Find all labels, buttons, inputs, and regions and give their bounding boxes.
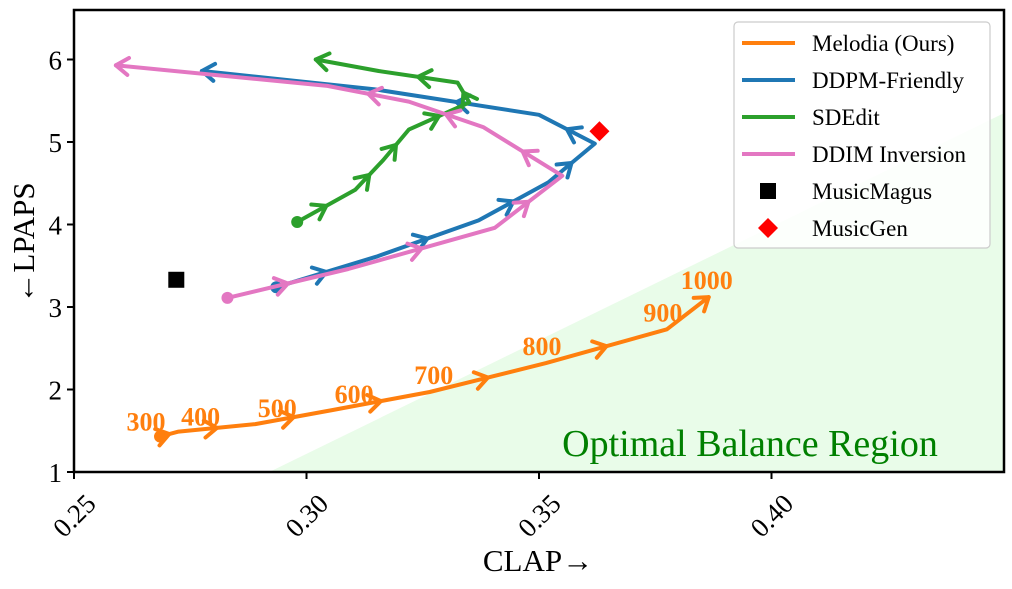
series-ddim-inversion [113,56,565,304]
step-label-600: 600 [335,380,374,409]
legend-label-melodia-ours: Melodia (Ours) [812,31,954,56]
legend-marker-musicmagus [760,183,776,199]
legend-box [733,21,991,249]
arrowhead-ddim-inversion [444,108,463,129]
arrowhead-sdedit [460,90,479,110]
arrowhead-ddim-inversion [405,241,424,262]
legend-label-ddpm-friendly: DDPM-Friendly [812,68,965,93]
step-label-800: 800 [523,332,562,361]
arrowhead-melodia-ours [590,339,609,360]
arrowhead-sdedit [416,68,434,89]
step-label-300: 300 [127,408,166,437]
series-melodia-ours [153,295,711,448]
legend-label-musicmagus: MusicMagus [812,179,932,204]
point-musicmagus [168,271,185,288]
step-label-500: 500 [258,394,297,423]
arrowhead-ddim-inversion [113,56,131,77]
legend-label-ddim-inversion: DDIM Inversion [812,142,966,167]
legend-label-musicgen: MusicGen [812,216,908,241]
step-label-900: 900 [643,298,682,327]
arrowhead-ddim-inversion [520,148,540,168]
series-musicgen [589,121,610,142]
arrowhead-ddpm-friendly [554,161,574,180]
arrowhead-sdedit [309,202,329,222]
arrowhead-melodia-ours [691,295,711,314]
y-tick-label: 5 [49,128,63,158]
arrowhead-melodia-ours [471,370,490,391]
arrowhead-ddpm-friendly [309,265,329,286]
x-axis-title: CLAP→ [483,543,593,578]
y-axis-title: ←LPAPS [6,182,41,303]
arrowhead-ddim-inversion [511,199,531,219]
step-label-700: 700 [414,361,453,390]
y-tick-label: 2 [49,376,63,406]
arrowhead-ddim-inversion [271,276,290,297]
y-tick-label: 3 [49,293,63,323]
legend-marker-musicgen [758,218,778,238]
y-axis: 1 2 3 4 5 6 [49,46,74,488]
arrowhead-ddpm-friendly [199,61,218,83]
optimal-region-label: Optimal Balance Region [562,423,938,465]
arrowhead-melodia-ours [201,418,219,440]
arrowhead-ddim-inversion [366,85,384,107]
arrowhead-melodia-ours [365,393,383,414]
arrowhead-melodia-ours [153,427,172,448]
series-musicmagus [168,271,185,288]
series-sdedit [291,51,479,229]
start-point-ddim-inversion [221,291,234,304]
arrowhead-sdedit [352,173,372,192]
step-label-400: 400 [181,403,220,432]
point-musicgen [589,121,610,142]
legend-label-sdedit: SDEdit [812,105,880,130]
step-label-1000: 1000 [681,266,733,295]
arrowhead-sdedit [379,142,398,162]
y-tick-label: 4 [49,211,63,241]
y-tick-label: 1 [49,458,63,488]
start-point-sdedit [291,216,304,229]
arrowhead-sdedit [313,51,332,73]
series-layer [113,51,711,448]
arrowhead-ddpm-friendly [564,125,584,145]
legend: Melodia (Ours) DDPM-Friendly SDEdit DDIM In… [733,21,991,249]
step-label-layer: 300 400 500 600 700 800 900 1000 [127,266,733,436]
arrowhead-melodia-ours [278,409,296,430]
y-tick-label: 6 [49,46,63,76]
arrowhead-sdedit [422,111,441,131]
